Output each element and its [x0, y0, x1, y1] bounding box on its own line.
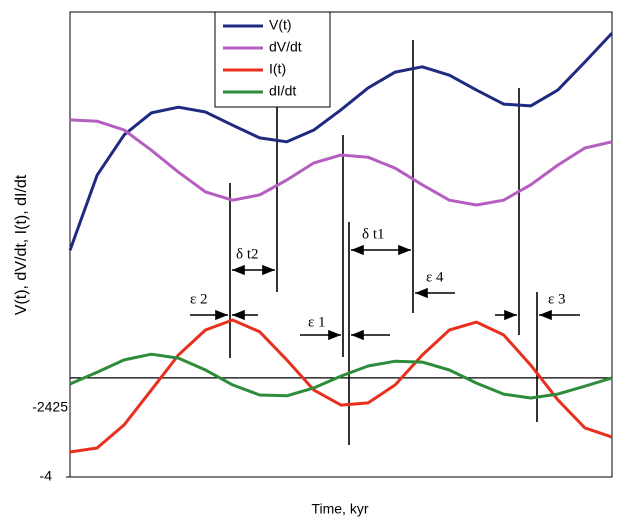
annotation: ε 4	[426, 269, 444, 285]
guides	[190, 40, 580, 445]
series-line	[69, 318, 613, 454]
series-line	[69, 118, 613, 207]
annotation: ε 3	[548, 291, 566, 307]
annotation: δ t2	[236, 246, 259, 262]
legend-label: I(t)	[269, 61, 286, 77]
y-tick-label: -4	[40, 468, 53, 484]
x-axis-label: Time, kyr	[311, 501, 368, 517]
legend-label: V(t)	[269, 17, 292, 33]
series-line	[69, 352, 613, 400]
annotation: δ t1	[362, 226, 385, 242]
annotation: ε 1	[308, 314, 326, 330]
y-axis-label: V(t), dV/dt, I(t), dI/dt	[13, 174, 30, 315]
series-line	[68, 32, 614, 251]
annotation: ε 2	[190, 291, 208, 307]
legend-label: dI/dt	[269, 83, 296, 99]
plot-frame	[69, 11, 613, 478]
legend-label: dV/dt	[269, 39, 302, 55]
y-annotation: -2425	[32, 399, 68, 415]
